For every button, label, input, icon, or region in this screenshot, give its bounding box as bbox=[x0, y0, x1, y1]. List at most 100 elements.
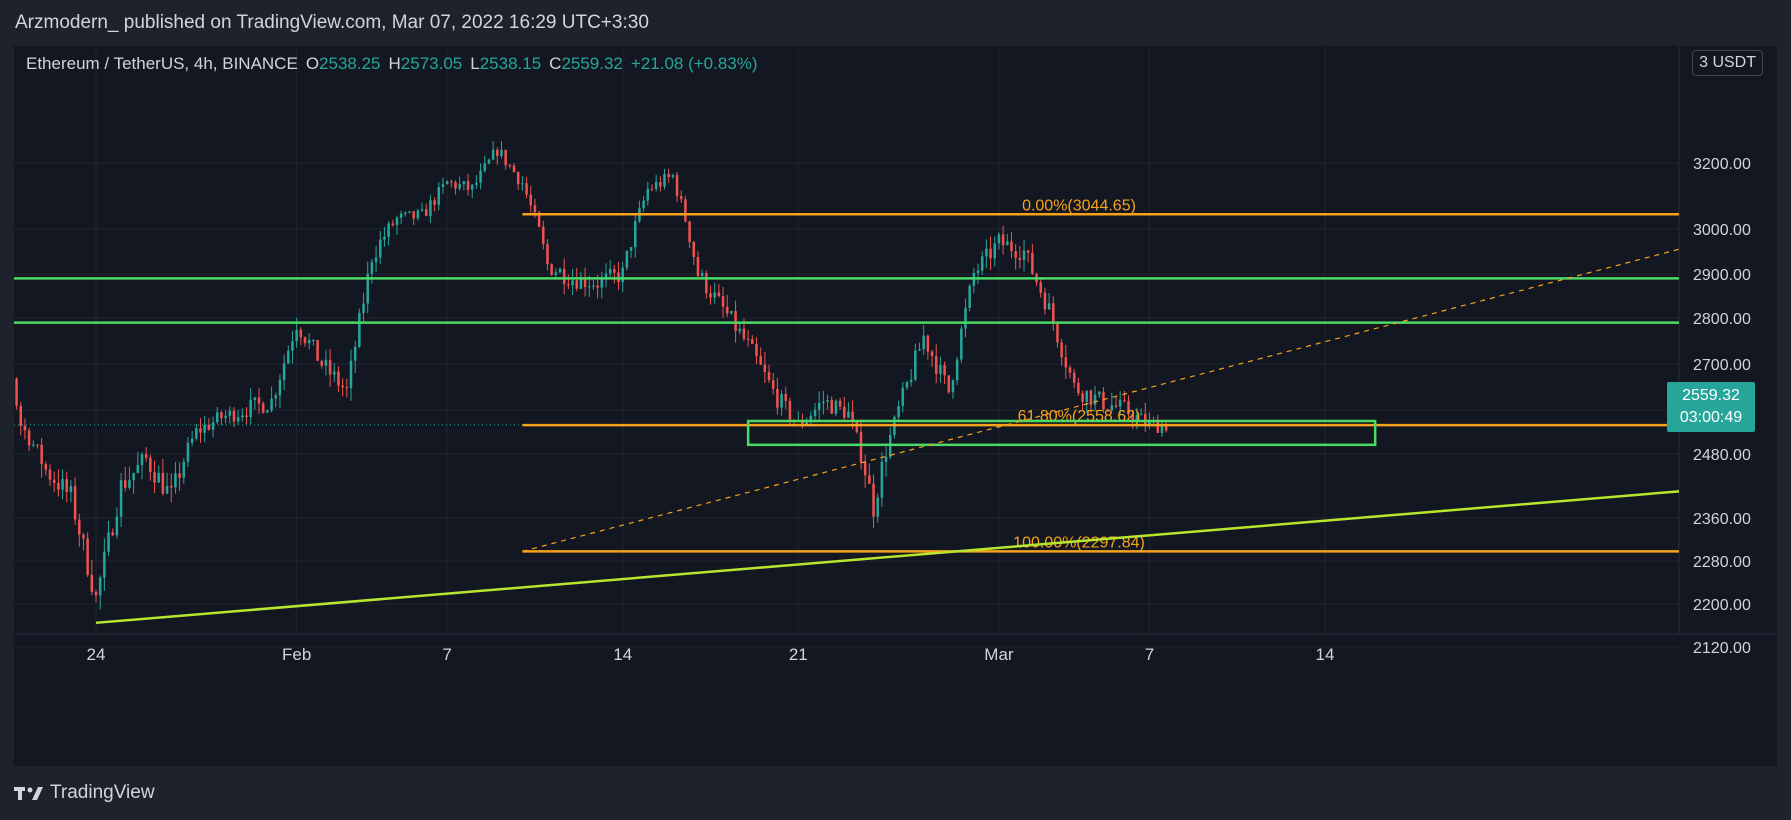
candle-body bbox=[508, 165, 512, 167]
candle-body bbox=[190, 438, 194, 443]
candle-body bbox=[964, 307, 967, 329]
candle-body bbox=[253, 397, 257, 400]
candle-body bbox=[491, 149, 495, 160]
candle-body bbox=[939, 365, 942, 374]
candle-body bbox=[132, 472, 135, 481]
candle-body bbox=[1018, 257, 1022, 260]
candle-body bbox=[174, 473, 177, 488]
candle-body bbox=[943, 365, 946, 376]
candle-body bbox=[650, 188, 654, 190]
candle-body bbox=[341, 385, 344, 388]
candle-body bbox=[567, 283, 570, 286]
candle-body bbox=[69, 486, 73, 492]
last-price-tag: 2559.32 03:00:49 bbox=[1667, 382, 1755, 432]
time-tick-label: Mar bbox=[984, 645, 1014, 664]
candle-body bbox=[955, 359, 959, 381]
candle-body bbox=[817, 402, 821, 410]
candle-body bbox=[700, 273, 704, 276]
price-chart[interactable]: 2120.002200.002280.002360.002480.002600.… bbox=[14, 46, 1777, 766]
currency-button[interactable]: 3 USDT bbox=[1692, 50, 1763, 76]
candle-body bbox=[287, 350, 290, 364]
candle-body bbox=[458, 184, 461, 189]
candle-body bbox=[688, 221, 691, 242]
candle-body bbox=[199, 428, 202, 433]
candle-body bbox=[270, 398, 273, 411]
candle-body bbox=[550, 264, 553, 275]
candle-body bbox=[588, 286, 591, 288]
candle-body bbox=[149, 457, 152, 473]
fib-level-label: 0.00%(3044.65) bbox=[1022, 197, 1136, 214]
candle-body bbox=[843, 406, 846, 418]
candle-body bbox=[533, 205, 537, 213]
candle-body bbox=[751, 339, 754, 344]
candle-body bbox=[257, 397, 261, 404]
candle-body bbox=[1131, 414, 1134, 421]
candle-body bbox=[855, 421, 859, 432]
candle-body bbox=[905, 382, 909, 388]
candle-body bbox=[663, 174, 666, 187]
candle-body bbox=[537, 212, 541, 227]
candle-body bbox=[788, 400, 792, 420]
candle-body bbox=[124, 480, 127, 488]
candle-body bbox=[976, 270, 980, 274]
price-tick-label: 2800.00 bbox=[1693, 311, 1751, 328]
candle-body bbox=[98, 577, 102, 596]
candle-body bbox=[404, 212, 407, 214]
candle-body bbox=[1010, 241, 1013, 252]
candle-body bbox=[266, 410, 269, 413]
price-tick-label: 2700.00 bbox=[1693, 357, 1751, 374]
candle-body bbox=[634, 221, 637, 248]
candle-body bbox=[1127, 400, 1130, 415]
candle-body bbox=[980, 256, 984, 271]
open-label: O bbox=[305, 54, 320, 73]
candle-body bbox=[245, 415, 248, 418]
candle-body bbox=[387, 223, 390, 237]
candle-body bbox=[600, 277, 604, 288]
candle-body bbox=[521, 183, 524, 185]
candle-body bbox=[696, 257, 700, 276]
candle-body bbox=[930, 351, 934, 357]
demand-zone-box bbox=[746, 419, 1377, 447]
candle-body bbox=[1164, 424, 1168, 431]
candle-body bbox=[738, 328, 742, 332]
last-price: 2559.32 bbox=[1682, 387, 1740, 404]
candle-body bbox=[1139, 414, 1143, 416]
candle-body bbox=[851, 411, 854, 422]
publisher-line: Arzmodern_ published on TradingView.com,… bbox=[15, 12, 649, 33]
candle-body bbox=[228, 410, 232, 416]
candle-body bbox=[705, 273, 708, 294]
candle-body bbox=[333, 371, 336, 375]
candle-body bbox=[408, 211, 411, 213]
candle-body bbox=[186, 442, 190, 462]
chart-area[interactable]: 2120.002200.002280.002360.002480.002600.… bbox=[14, 46, 1777, 766]
price-tick-label: 2360.00 bbox=[1693, 511, 1751, 528]
candle-body bbox=[161, 472, 165, 494]
candle-body bbox=[951, 380, 955, 393]
price-tick-label: 3200.00 bbox=[1693, 156, 1751, 173]
candle-body bbox=[362, 303, 365, 313]
time-tick-label: 14 bbox=[613, 645, 632, 664]
tradingview-logo-icon bbox=[14, 787, 43, 800]
candle-body bbox=[734, 311, 737, 332]
candle-body bbox=[525, 183, 528, 195]
candle-body bbox=[1006, 241, 1009, 246]
candle-body bbox=[1052, 303, 1055, 324]
candle-body bbox=[349, 360, 353, 389]
candle-body bbox=[512, 165, 516, 173]
candle-body bbox=[454, 182, 457, 189]
candle-body bbox=[65, 479, 68, 492]
candle-body bbox=[809, 415, 813, 421]
candle-body bbox=[345, 387, 349, 389]
candle-body bbox=[57, 482, 60, 490]
candle-body bbox=[232, 410, 236, 422]
candle-body bbox=[863, 462, 867, 476]
candle-body bbox=[562, 268, 566, 284]
candle-body bbox=[320, 360, 323, 366]
time-tick-label: 21 bbox=[789, 645, 808, 664]
candle-body bbox=[1060, 342, 1063, 358]
candle-body bbox=[307, 340, 311, 344]
candle-body bbox=[1068, 367, 1072, 373]
candle-body bbox=[713, 292, 716, 298]
candle-body bbox=[487, 159, 491, 164]
candle-body bbox=[629, 247, 633, 251]
